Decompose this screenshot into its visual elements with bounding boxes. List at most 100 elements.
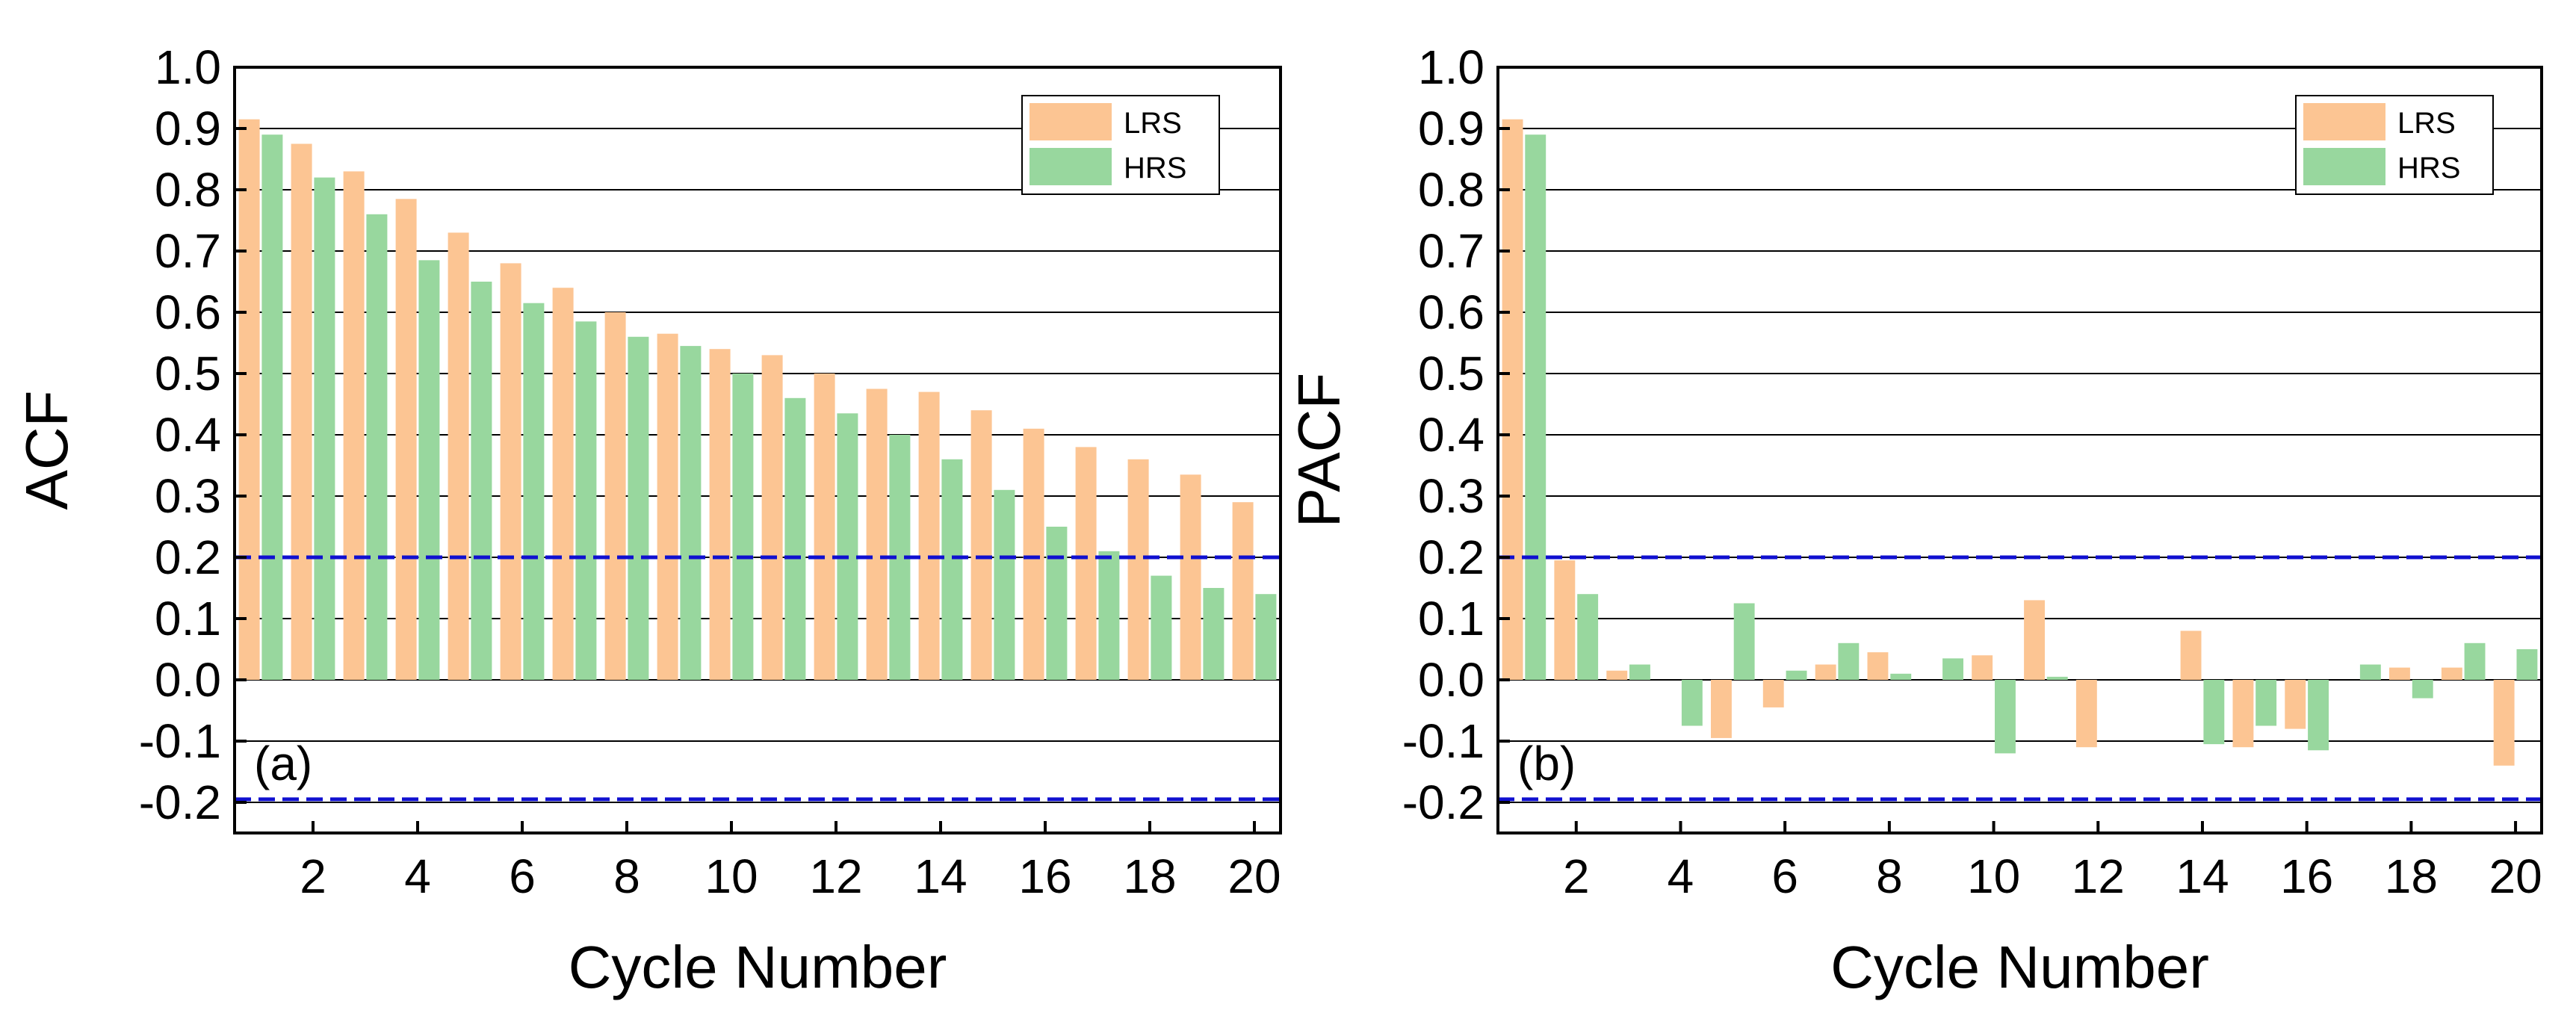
x-tick-label: 4 bbox=[404, 849, 431, 903]
y-axis-title: ACF bbox=[13, 391, 80, 510]
y-tick-label: 0.9 bbox=[1418, 102, 1484, 155]
bar-lrs-10 bbox=[709, 349, 731, 680]
bar-lrs-18 bbox=[1127, 459, 1149, 680]
bar-hrs-10 bbox=[732, 374, 754, 680]
legend-swatch-hrs bbox=[2303, 148, 2385, 185]
bar-lrs-5 bbox=[1711, 680, 1732, 738]
bar-lrs-11 bbox=[2024, 600, 2045, 680]
legend-label-lrs: LRS bbox=[1124, 107, 1182, 140]
bar-hrs-12 bbox=[837, 413, 858, 680]
y-tick-label: 1.0 bbox=[1418, 40, 1484, 94]
bar-hrs-3 bbox=[1629, 664, 1650, 680]
bar-lrs-17 bbox=[1075, 447, 1097, 680]
legend-swatch-hrs bbox=[1030, 148, 1112, 185]
y-tick-label: 0.9 bbox=[155, 102, 221, 155]
legend: LRS HRS bbox=[1021, 95, 1220, 195]
bar-lrs-1 bbox=[1502, 119, 1523, 680]
bar-lrs-2 bbox=[291, 143, 312, 680]
bar-lrs-20 bbox=[2493, 680, 2515, 766]
legend-label-lrs: LRS bbox=[2397, 107, 2456, 140]
bar-hrs-2 bbox=[1577, 594, 1599, 680]
y-tick-label: -0.1 bbox=[1402, 714, 1484, 768]
y-tick-label: 0.4 bbox=[155, 408, 221, 462]
bar-hrs-6 bbox=[523, 303, 545, 680]
bar-lrs-3 bbox=[343, 171, 365, 680]
panel-a: 1.0 0.9 0.8 0.7 0.6 0.5 0.4 0.3 0.2 0.1 0.0 -0.1 -0.… bbox=[13, 40, 1282, 1000]
x-tick-label: 2 bbox=[300, 849, 326, 903]
bar-lrs-14 bbox=[918, 391, 940, 680]
bar-lrs-3 bbox=[1606, 670, 1628, 680]
bar-hrs-17 bbox=[2359, 664, 2381, 680]
bar-hrs-11 bbox=[784, 397, 806, 680]
x-tick-label: 14 bbox=[2176, 849, 2229, 903]
bar-lrs-19 bbox=[2441, 667, 2462, 680]
y-tick-label: 1.0 bbox=[155, 40, 221, 94]
bar-hrs-14 bbox=[2203, 680, 2225, 745]
bar-hrs-7 bbox=[1838, 642, 1860, 680]
plot-frame bbox=[1496, 66, 2543, 834]
bar-lrs-18 bbox=[2389, 667, 2410, 680]
y-tick-label: 0.8 bbox=[155, 163, 221, 217]
x-axis-title: Cycle Number bbox=[569, 934, 947, 1000]
bar-hrs-15 bbox=[2255, 680, 2277, 726]
bar-hrs-2 bbox=[314, 177, 335, 681]
bar-hrs-19 bbox=[2464, 642, 2486, 680]
bar-lrs-10 bbox=[1972, 655, 1993, 680]
x-tick-label: 14 bbox=[914, 849, 967, 903]
y-tick-label: 0.7 bbox=[155, 224, 221, 278]
y-tick-label: 0.3 bbox=[155, 469, 221, 523]
x-tick-label: 6 bbox=[509, 849, 536, 903]
x-tick-label: 18 bbox=[2385, 849, 2438, 903]
y-tick-label: 0.3 bbox=[1418, 469, 1484, 523]
bar-hrs-17 bbox=[1098, 551, 1120, 680]
y-tick-label: 0.0 bbox=[155, 653, 221, 707]
x-tick-label: 10 bbox=[1967, 849, 2020, 903]
bar-lrs-9 bbox=[657, 333, 678, 680]
y-tick-label: 0.8 bbox=[1418, 163, 1484, 217]
bar-hrs-6 bbox=[1786, 670, 1807, 680]
bar-hrs-5 bbox=[471, 282, 492, 680]
bar-hrs-18 bbox=[1151, 575, 1172, 680]
y-tick-label: 0.1 bbox=[1418, 592, 1484, 645]
x-tick-label: 20 bbox=[2489, 849, 2542, 903]
y-tick-label: -0.2 bbox=[1402, 775, 1484, 829]
bar-hrs-9 bbox=[680, 346, 702, 680]
bar-hrs-18 bbox=[2412, 680, 2433, 699]
bar-lrs-4 bbox=[395, 199, 417, 680]
bar-lrs-6 bbox=[500, 263, 521, 680]
bar-lrs-12 bbox=[814, 374, 835, 680]
bar-hrs-7 bbox=[575, 321, 597, 680]
legend-swatch-lrs bbox=[1030, 103, 1112, 140]
x-tick-label: 12 bbox=[809, 849, 862, 903]
y-tick-label: 0.0 bbox=[1418, 653, 1484, 707]
y-axis-title: PACF bbox=[1286, 373, 1352, 527]
bar-lrs-15 bbox=[2232, 680, 2254, 748]
bar-hrs-8 bbox=[1890, 673, 1912, 680]
bar-lrs-19 bbox=[1180, 474, 1201, 680]
x-tick-label: 16 bbox=[2280, 849, 2333, 903]
legend-swatch-lrs bbox=[2303, 103, 2385, 140]
bar-hrs-5 bbox=[1733, 603, 1755, 680]
bar-lrs-8 bbox=[604, 312, 626, 680]
bar-lrs-16 bbox=[2285, 680, 2306, 729]
x-tick-label: 16 bbox=[1018, 849, 1071, 903]
bar-hrs-14 bbox=[941, 459, 963, 680]
y-tick-label: 0.6 bbox=[155, 285, 221, 339]
bar-hrs-4 bbox=[1681, 680, 1703, 726]
x-tick-label: 18 bbox=[1123, 849, 1176, 903]
legend-label-hrs: HRS bbox=[1124, 152, 1186, 185]
bar-lrs-11 bbox=[761, 355, 783, 680]
bar-hrs-1 bbox=[261, 134, 283, 680]
x-tick-label: 20 bbox=[1227, 849, 1281, 903]
x-tick-label: 10 bbox=[705, 849, 758, 903]
x-tick-label: 12 bbox=[2072, 849, 2125, 903]
bar-hrs-15 bbox=[994, 489, 1015, 680]
x-tick-label: 2 bbox=[1563, 849, 1590, 903]
x-tick-label: 8 bbox=[613, 849, 640, 903]
bar-lrs-1 bbox=[238, 119, 260, 680]
y-tick-label: 0.7 bbox=[1418, 224, 1484, 278]
bar-lrs-13 bbox=[866, 388, 888, 680]
bar-hrs-16 bbox=[2308, 680, 2329, 751]
bar-lrs-14 bbox=[2180, 631, 2202, 680]
